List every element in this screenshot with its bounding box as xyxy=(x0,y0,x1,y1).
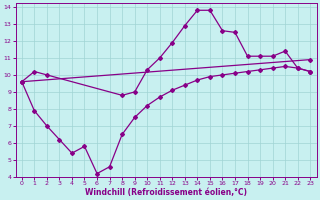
X-axis label: Windchill (Refroidissement éolien,°C): Windchill (Refroidissement éolien,°C) xyxy=(85,188,247,197)
